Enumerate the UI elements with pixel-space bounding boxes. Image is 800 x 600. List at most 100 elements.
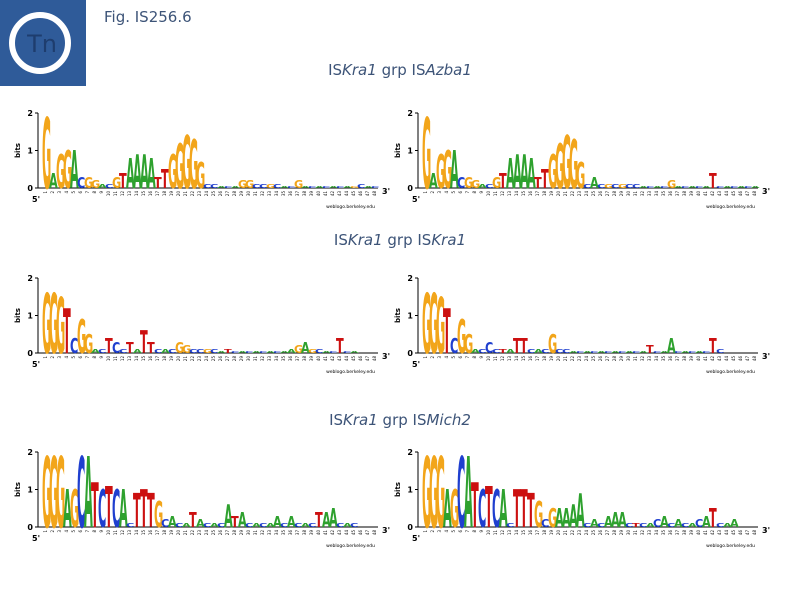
- logo-letter: A: [133, 145, 142, 199]
- position-label: 5: [451, 530, 456, 533]
- logo-letter: A: [231, 185, 241, 188]
- position-label: 28: [232, 191, 237, 197]
- logo-letter: A: [534, 349, 543, 355]
- logo-letter: T: [520, 334, 528, 358]
- logo-letter: A: [527, 151, 536, 199]
- position-label: 37: [675, 356, 680, 362]
- position-label: 26: [598, 530, 603, 536]
- three-prime: 3': [762, 352, 770, 361]
- position-label: 12: [500, 530, 505, 536]
- logo-letter: C: [618, 350, 626, 353]
- position-label: 48: [372, 191, 377, 197]
- position-label: 9: [479, 356, 484, 359]
- position-label: 46: [738, 356, 743, 362]
- position-label: 34: [654, 356, 659, 362]
- position-label: 32: [640, 356, 645, 362]
- position-label: 37: [295, 530, 300, 536]
- logo-letter: A: [70, 140, 79, 201]
- logo-letter: G: [84, 174, 93, 192]
- position-label: 15: [141, 191, 146, 197]
- logo-letter: A: [322, 508, 331, 532]
- logo-letter: T: [133, 484, 141, 538]
- position-label: 34: [274, 530, 279, 536]
- position-label: 41: [703, 530, 708, 536]
- logo-letter: T: [336, 334, 344, 358]
- position-label: 39: [309, 530, 314, 536]
- position-label: 43: [717, 356, 722, 362]
- position-label: 11: [113, 191, 118, 197]
- position-label: 28: [612, 530, 617, 536]
- logo-letter: G: [429, 438, 438, 550]
- logo-letter: A: [618, 508, 627, 532]
- position-label: 24: [584, 191, 589, 197]
- logo-letter: A: [140, 145, 149, 199]
- position-label: 29: [619, 356, 624, 362]
- logo-ring: [9, 12, 71, 74]
- logo-letter: T: [527, 484, 535, 538]
- position-label: 12: [120, 530, 125, 536]
- position-label: 4: [64, 356, 69, 359]
- position-label: 21: [183, 530, 188, 536]
- logo-letter: C: [357, 184, 365, 190]
- logo-letter: T: [499, 169, 507, 193]
- logo-letter: A: [590, 517, 599, 529]
- source: weblogo.berkeley.edu: [706, 369, 755, 375]
- position-label: 27: [225, 356, 230, 362]
- position-label: 39: [689, 530, 694, 536]
- logo-letter: G: [266, 184, 275, 190]
- position-label: 27: [225, 191, 230, 197]
- logo-letter: A: [161, 349, 170, 355]
- logo-letter: A: [737, 185, 747, 188]
- logo-letter: A: [119, 479, 128, 540]
- logo-letter: C: [674, 350, 682, 353]
- logo-letter: G: [49, 438, 58, 550]
- position-label: 42: [330, 356, 335, 362]
- source: weblogo.berkeley.edu: [706, 543, 755, 549]
- logo-letter: A: [688, 523, 697, 529]
- logo-letter: C: [98, 349, 106, 355]
- position-label: 32: [640, 530, 645, 536]
- position-label: 1: [423, 356, 428, 359]
- logo-letter: A: [674, 517, 683, 529]
- logo-letter: T: [534, 174, 542, 192]
- logo-letter: C: [336, 185, 344, 188]
- logo-letter: G: [77, 310, 86, 364]
- logo-letter: A: [364, 185, 374, 188]
- position-label: 10: [486, 191, 491, 197]
- position-label: 30: [246, 191, 251, 197]
- position-label: 15: [521, 356, 526, 362]
- position-label: 38: [682, 191, 687, 197]
- logo-letter: C: [625, 523, 633, 529]
- position-label: 8: [472, 191, 477, 194]
- logo-letter: A: [147, 151, 156, 199]
- logo-letter: G: [492, 174, 501, 192]
- logo-letter: G: [422, 277, 431, 372]
- position-label: 4: [444, 191, 449, 194]
- logo-letter: G: [548, 330, 557, 360]
- position-label: 31: [253, 356, 258, 362]
- position-label: 10: [486, 530, 491, 536]
- logo-letter: C: [287, 185, 295, 188]
- logo-letter: A: [287, 349, 296, 355]
- logo-letter: C: [217, 523, 225, 529]
- position-label: 12: [500, 191, 505, 197]
- logo-letter: A: [520, 145, 529, 199]
- position-label: 40: [696, 191, 701, 197]
- position-label: 2: [50, 191, 55, 194]
- position-label: 3: [57, 530, 62, 533]
- logo-letter: A: [63, 479, 72, 540]
- logo-letter: C: [273, 184, 281, 190]
- five-prime: 5': [412, 534, 420, 543]
- logo-letter: C: [308, 185, 316, 188]
- logo-letter: G: [84, 330, 93, 360]
- logo-letter: A: [723, 185, 733, 188]
- logo-letter: T: [154, 174, 162, 192]
- logo-letter: C: [259, 184, 267, 190]
- logo-letter: C: [203, 184, 211, 190]
- logo-letter: C: [478, 479, 486, 540]
- logo-letter: C: [485, 184, 493, 190]
- five-prime: 5': [32, 534, 40, 543]
- position-label: 7: [85, 530, 90, 533]
- position-label: 3: [437, 356, 442, 359]
